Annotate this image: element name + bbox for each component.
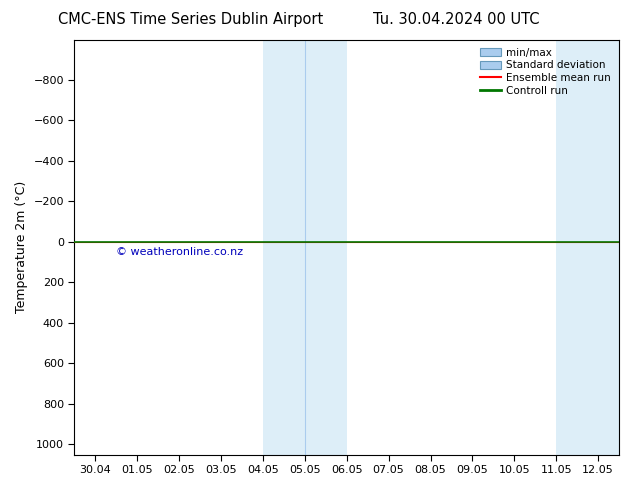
Bar [263,40,305,455]
Y-axis label: Temperature 2m (°C): Temperature 2m (°C) [15,181,28,313]
Text: Tu. 30.04.2024 00 UTC: Tu. 30.04.2024 00 UTC [373,12,540,27]
Text: © weatheronline.co.nz: © weatheronline.co.nz [117,247,243,257]
Bar [556,40,619,455]
Legend: min/max, Standard deviation, Ensemble mean run, Controll run: min/max, Standard deviation, Ensemble me… [477,45,614,99]
Text: CMC-ENS Time Series Dublin Airport: CMC-ENS Time Series Dublin Airport [58,12,323,27]
Bar [305,40,347,455]
